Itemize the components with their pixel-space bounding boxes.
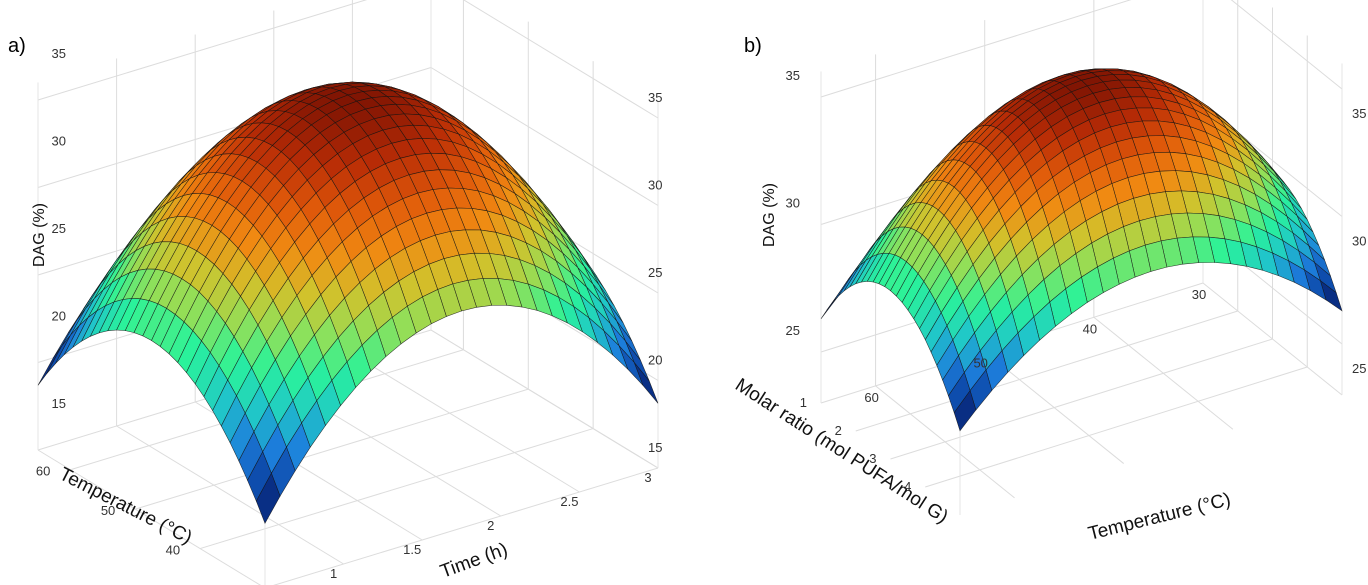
grid-line [273, 467, 659, 585]
surface-plot-b: b) DAG (%) Molar ratio (mol PUFA/mol G) … [731, 0, 1367, 545]
z-tick-label-left: 30 [786, 196, 800, 211]
z-tick-label-right: 25 [1352, 361, 1366, 376]
grid-line [116, 425, 344, 565]
y-tick-label: 40 [166, 543, 180, 558]
grid-line [430, 329, 659, 469]
z-tick-label-right: 35 [648, 90, 662, 105]
x-tick-label: 2 [487, 518, 494, 533]
y-tick-label: 60 [36, 464, 50, 479]
x-tick-label: 50 [973, 356, 987, 371]
grid-line [37, 449, 262, 585]
plot-b-x-axis-title: Temperature (°C) [1086, 489, 1233, 545]
plot-b-y-axis-title: Molar ratio (mol PUFA/mol G) [731, 375, 951, 528]
plot-a-y-axis-title: Temperature (°C) [56, 464, 196, 549]
plot-b-surface [820, 68, 1343, 432]
z-tick-label-left: 20 [52, 309, 66, 324]
y-tick-label: 50 [101, 503, 115, 518]
surface-patch [46, 334, 71, 374]
plot-b-ticks: 30 40 50 60 1 2 3 4 25 30 35 25 30 35 [786, 68, 1367, 494]
grid-line [462, 0, 659, 119]
grid-line [352, 353, 580, 493]
plot-a-surface [37, 81, 659, 524]
x-tick-label: 2.5 [560, 494, 578, 509]
plot-a-ticks: 0.511.522.533040506015202530351520253035 [36, 46, 663, 585]
grid-line [820, 0, 1132, 98]
plot-b-z-axis-title: DAG (%) [761, 183, 778, 247]
z-tick-label-right: 30 [648, 178, 662, 193]
grid-line [855, 310, 1238, 432]
z-tick-label-left: 35 [52, 46, 66, 61]
x-tick-label: 1 [330, 566, 337, 581]
y-tick-label: 30 [231, 582, 245, 585]
surface-patch [255, 472, 281, 524]
x-tick-label: 1.5 [403, 542, 421, 557]
grid-line [135, 388, 529, 510]
surface-plot-a: a) DAG (%) Temperature (°C) Time (h) 0.5… [8, 0, 663, 585]
z-tick-label-right: 20 [648, 353, 662, 368]
panel-label-a: a) [8, 35, 26, 57]
plot-a-z-axis-title: DAG (%) [31, 203, 48, 267]
y-tick-label: 2 [835, 423, 842, 438]
surface-patch [633, 362, 659, 404]
z-tick-label-left: 30 [52, 134, 66, 149]
grid-line [890, 338, 1273, 460]
z-tick-label-left: 15 [52, 396, 66, 411]
z-tick-label-right: 30 [1352, 234, 1366, 249]
panel-label-b: b) [744, 35, 762, 57]
grid-line [1230, 0, 1343, 90]
z-tick-label-right: 35 [1352, 106, 1366, 121]
x-tick-label: 3 [644, 470, 651, 485]
surface-patch [953, 389, 977, 432]
z-tick-label-left: 35 [786, 68, 800, 83]
x-tick-label: 40 [1083, 321, 1097, 336]
z-tick-label-right: 25 [648, 265, 662, 280]
x-tick-label: 30 [1192, 287, 1206, 302]
x-tick-label: 60 [864, 390, 878, 405]
z-tick-label-left: 25 [52, 221, 66, 236]
y-tick-label: 1 [800, 395, 807, 410]
z-tick-label-left: 25 [786, 323, 800, 338]
y-tick-label: 4 [904, 479, 911, 494]
y-tick-label: 3 [869, 451, 876, 466]
grid-line [430, 67, 659, 206]
z-tick-label-right: 15 [648, 440, 662, 455]
grid-line [37, 0, 368, 101]
plot-a-x-axis-title: Time (h) [438, 539, 511, 583]
grid-line [925, 366, 1308, 488]
surface-patch [37, 345, 63, 386]
grid-line [199, 428, 594, 550]
